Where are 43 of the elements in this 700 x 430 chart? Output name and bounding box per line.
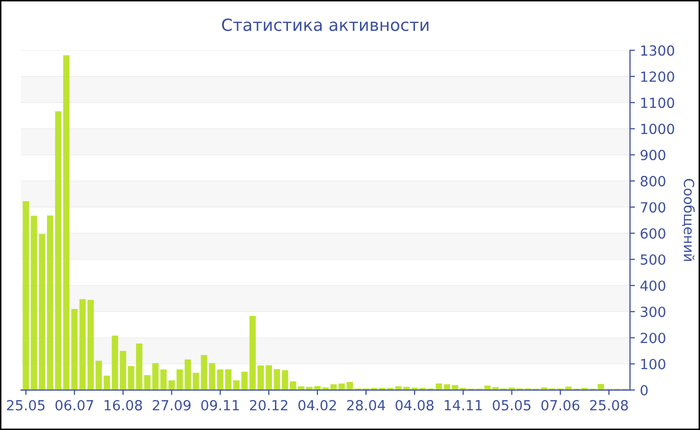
bar — [120, 350, 126, 390]
y-tick-label: 1000 — [641, 124, 674, 134]
x-tick-label: 05.05 — [492, 400, 530, 410]
x-tick-label: 06.07 — [55, 400, 94, 410]
bar — [71, 309, 78, 390]
bar — [160, 369, 167, 390]
x-tick-label: 04.08 — [396, 400, 434, 410]
y-tick-label: 1300 — [641, 45, 674, 56]
x-tick-label: 20.12 — [250, 400, 288, 410]
x-tick-label: 25.05 — [6, 400, 45, 410]
y-tick-label: 500 — [640, 254, 666, 265]
x-tick-label: 28.04 — [347, 400, 386, 410]
y-tick-label: 700 — [640, 202, 666, 213]
y-tick-label: 400 — [640, 280, 666, 291]
bar — [152, 363, 159, 390]
bar — [274, 369, 280, 390]
y-tick-label: 1100 — [641, 98, 674, 108]
bar — [30, 216, 38, 390]
x-tick-label: 09.11 — [201, 400, 239, 410]
bar — [282, 370, 288, 390]
y-tick-label: 200 — [640, 332, 666, 344]
bar — [241, 372, 248, 390]
x-tick-label: 16.08 — [104, 400, 142, 410]
y-tick-label: 0 — [640, 384, 648, 396]
bar — [192, 372, 200, 390]
y-tick-label: 600 — [640, 228, 666, 239]
y-tick-label: 900 — [640, 150, 666, 160]
bar — [79, 299, 86, 390]
y-tick-label: 300 — [640, 306, 666, 318]
y-tick-label: 800 — [640, 176, 666, 186]
y-axis-title: Сообщений — [682, 178, 695, 261]
x-tick-label: 27.09 — [152, 400, 191, 410]
x-tick-label: 04.02 — [298, 400, 336, 410]
y-tick-label: 1200 — [641, 71, 674, 82]
x-tick-label: 25.08 — [590, 400, 628, 410]
x-tick-label: 07.06 — [541, 400, 580, 410]
bar — [112, 336, 118, 390]
x-tick-label: 14.11 — [444, 400, 482, 410]
y-tick-label: 100 — [641, 358, 666, 370]
bar — [38, 234, 46, 390]
bar — [200, 354, 208, 390]
chart-title: Статистика активности — [222, 18, 428, 32]
bar — [22, 201, 30, 390]
